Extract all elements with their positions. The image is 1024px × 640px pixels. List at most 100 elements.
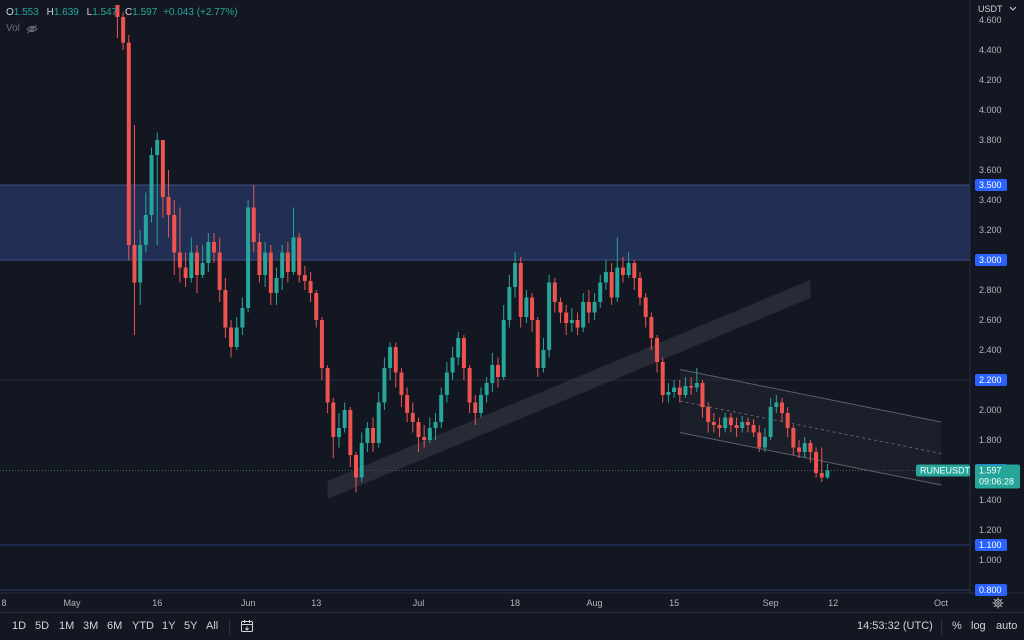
price-level-label: 2.200: [979, 375, 1002, 385]
descending-channel-median: [679, 400, 942, 454]
candle-body: [564, 312, 569, 323]
candle-body: [558, 302, 563, 313]
auto-toggle[interactable]: auto: [996, 620, 1018, 632]
candle-body: [524, 297, 529, 317]
candle-body: [780, 402, 784, 413]
candle-body: [774, 402, 779, 407]
candle-body: [212, 242, 216, 253]
open-value: 1.553: [13, 7, 39, 18]
range-all[interactable]: All: [206, 620, 219, 632]
volume-legend[interactable]: Vol: [6, 23, 38, 34]
candle-body: [791, 428, 796, 448]
range-ytd[interactable]: YTD: [132, 620, 154, 632]
time-tick-label: Oct: [934, 598, 949, 608]
candle-body: [115, 5, 120, 17]
candle-body: [700, 383, 705, 407]
time-tick-label: Jun: [241, 598, 256, 608]
candle-body: [166, 197, 171, 215]
price-level-label: 0.800: [979, 585, 1002, 595]
high-value: 1.639: [53, 7, 79, 18]
candle-body: [569, 320, 574, 323]
price-tick-label: 4.200: [979, 75, 1002, 85]
candle-body: [501, 320, 506, 377]
candle-body: [348, 410, 353, 455]
price-tick-label: 1.200: [979, 525, 1002, 535]
candle-body: [291, 237, 296, 272]
range-5d[interactable]: 5D: [35, 620, 50, 632]
range-1m[interactable]: 1M: [59, 620, 75, 632]
price-level-label: 1.100: [979, 540, 1002, 550]
price-tick-label: 3.400: [979, 195, 1002, 205]
candle-body: [405, 395, 410, 413]
candle-body: [586, 302, 591, 313]
range-1d[interactable]: 1D: [12, 620, 27, 632]
price-tick-label: 2.400: [979, 345, 1002, 355]
candle-body: [297, 237, 302, 275]
candle-body: [126, 42, 131, 245]
candle-body: [439, 395, 444, 422]
candle-body: [325, 368, 330, 403]
candle-body: [473, 402, 478, 413]
candle-body: [138, 245, 143, 283]
candle-body: [615, 267, 620, 298]
candle-body: [547, 282, 552, 350]
price-tick-label: 2.800: [979, 285, 1002, 295]
chevron-down-icon: [1009, 6, 1017, 11]
candle-body: [263, 252, 268, 275]
grid: [0, 0, 1024, 594]
time-tick-label: 15: [669, 598, 679, 608]
candles: [115, 5, 830, 493]
price-tick-label: 4.000: [979, 105, 1002, 115]
candle-body: [194, 252, 199, 275]
candle-body: [717, 425, 722, 428]
candle-body: [592, 302, 597, 313]
price-tick-label: 4.600: [979, 15, 1002, 25]
candle-body: [632, 263, 637, 278]
candle-body: [643, 297, 648, 317]
percent-toggle[interactable]: %: [952, 620, 962, 632]
price-level-badge: [975, 539, 1007, 551]
eye-hidden-icon[interactable]: [26, 24, 38, 34]
symbol-badge: [916, 464, 970, 477]
toolbar-divider: [941, 619, 942, 635]
candle-body: [336, 428, 341, 437]
log-toggle[interactable]: log: [971, 620, 986, 632]
candle-body: [393, 347, 398, 373]
bottom-toolbar: 1D 5D 1M 3M 6M YTD 1Y 5Y All 14:53:32 (U…: [0, 612, 1024, 640]
time-tick-label: May: [63, 598, 81, 608]
time-tick-label: 8: [1, 598, 6, 608]
time-axis[interactable]: 8 May 16 Jun 13 Jul 18 Aug 15 Sep 12 Oct: [1, 598, 948, 608]
candle-body: [620, 267, 625, 275]
price-tick-label: 3.600: [979, 165, 1002, 175]
supply-zone-rect: [0, 185, 970, 260]
range-3m[interactable]: 3M: [83, 620, 99, 632]
calendar-icon[interactable]: [240, 619, 254, 633]
candle-body: [484, 383, 489, 395]
candle-body: [132, 245, 137, 283]
candle-body: [535, 320, 540, 368]
candle-body: [399, 372, 404, 395]
range-6m[interactable]: 6M: [107, 620, 123, 632]
time-tick-label: Sep: [763, 598, 779, 608]
candle-body: [677, 387, 682, 395]
candle-body: [530, 297, 535, 320]
toolbar-divider: [229, 619, 230, 635]
descending-channel-upper: [679, 369, 942, 423]
gear-icon[interactable]: [992, 597, 1004, 609]
time-tick-label: 18: [510, 598, 520, 608]
range-1y[interactable]: 1Y: [162, 620, 176, 632]
range-5y[interactable]: 5Y: [184, 620, 198, 632]
close-value: 1.597: [132, 7, 158, 18]
currency-label: USDT: [978, 4, 1003, 14]
clock-utc[interactable]: 14:53:32 (UTC): [857, 620, 933, 632]
candle-body: [672, 387, 677, 392]
candle-body: [251, 207, 256, 242]
time-tick-label: Jul: [413, 598, 425, 608]
candle-body: [365, 428, 370, 443]
candle-body: [689, 386, 694, 388]
candle-body: [683, 386, 688, 395]
candle-body: [598, 282, 603, 302]
